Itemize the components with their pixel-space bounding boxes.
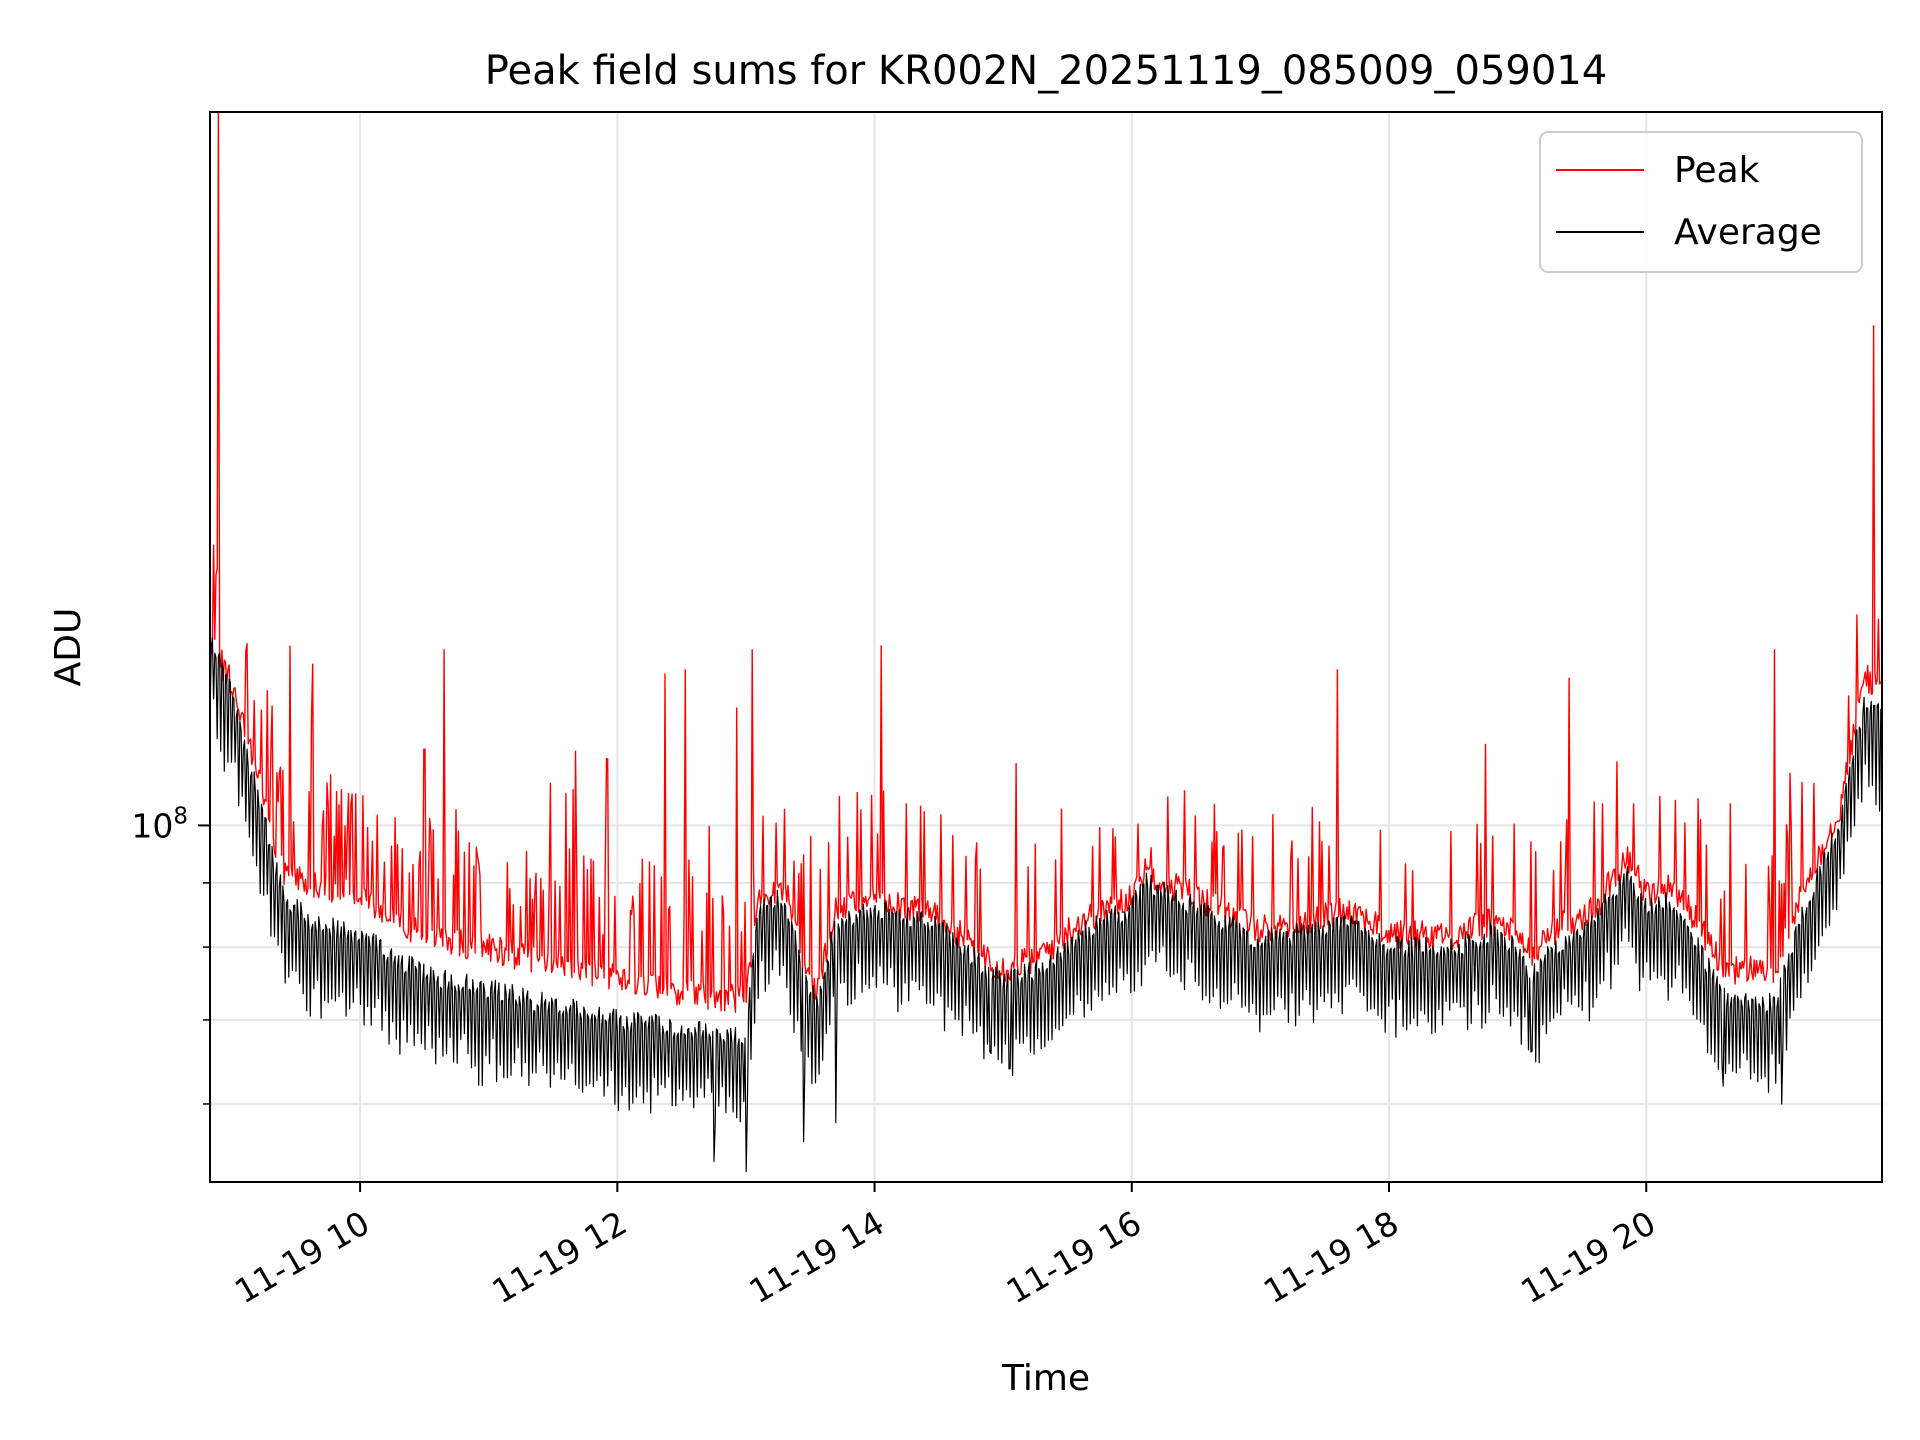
plot-area: [210, 112, 1882, 1173]
y-axis-label: ADU: [48, 608, 89, 687]
series-average-line: [210, 637, 1882, 1173]
series-peak-line: [210, 112, 1882, 1013]
y-axis-ticks: 108: [131, 803, 210, 1105]
legend: Peak Average: [1539, 131, 1863, 273]
legend-average-label: Average: [1674, 212, 1822, 253]
plot-frame: [209, 111, 1883, 1183]
chart-title: Peak field sums for KR002N_20251119_0850…: [485, 48, 1607, 94]
legend-peak-label: Peak: [1674, 150, 1760, 191]
x-axis-label: Time: [1001, 1358, 1090, 1399]
y-tick-label: 108: [131, 803, 188, 845]
legend-box: [1539, 131, 1863, 273]
